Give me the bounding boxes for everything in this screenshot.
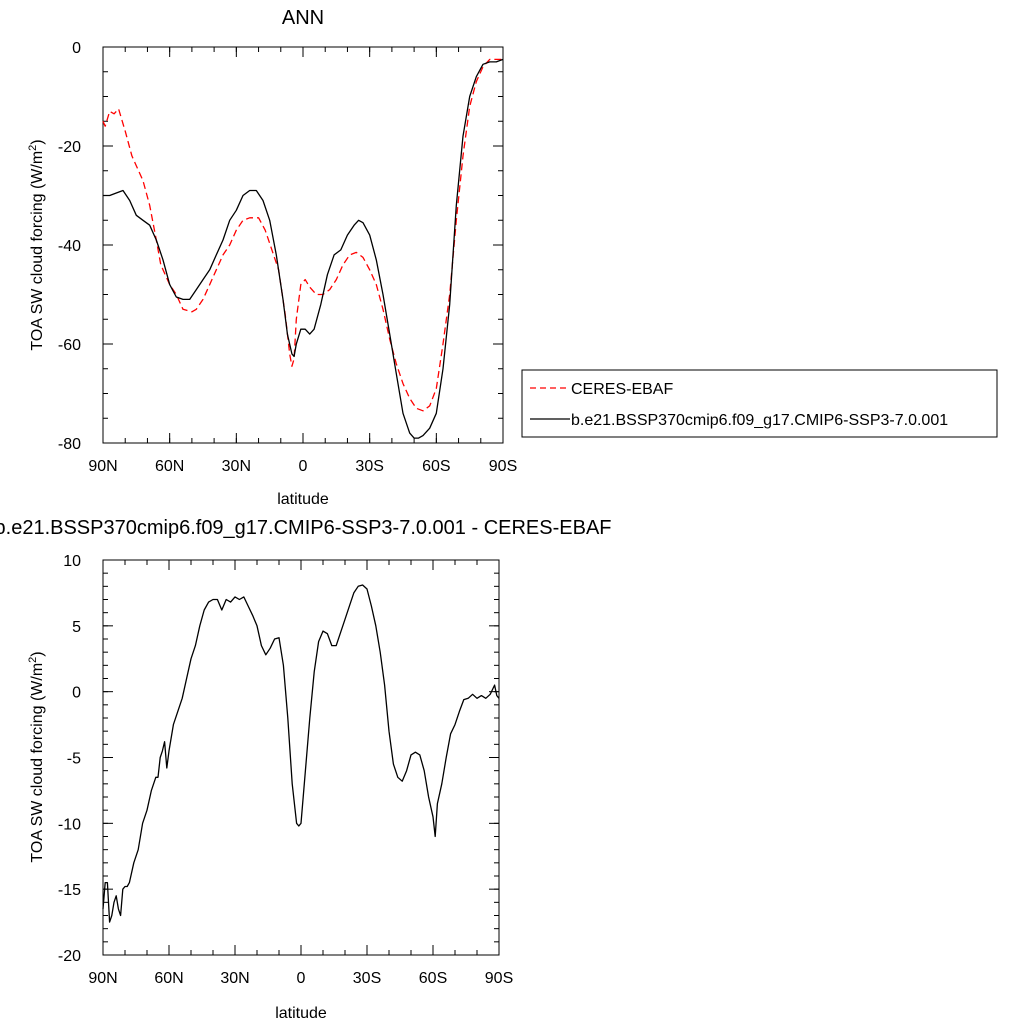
y-tick-label: 0 <box>72 40 81 57</box>
legend-entry-ceres-ebaf: CERES-EBAF <box>571 381 673 398</box>
x-tick-label: 60S <box>422 458 450 475</box>
top-panel-y-axis-label: TOA SW cloud forcing (W/m2) <box>27 139 46 350</box>
top-panel-plot-frame <box>102 46 504 444</box>
series-line-0 <box>102 584 500 923</box>
legend-box <box>521 369 998 438</box>
x-tick-label: 60N <box>155 458 184 475</box>
legend-entry-model: b.e21.BSSP370cmip6.f09_g17.CMIP6-SSP3-7.… <box>571 412 948 429</box>
y-tick-label: -10 <box>58 816 81 833</box>
series-line-0 <box>102 58 503 412</box>
x-tick-label: 90S <box>489 458 517 475</box>
y-tick-label: -5 <box>67 751 81 768</box>
bottom-panel-y-axis-label: TOA SW cloud forcing (W/m2) <box>27 651 46 862</box>
y-tick-label: -20 <box>58 139 81 156</box>
bottom-panel: b.e21.BSSP370cmip6.f09_g17.CMIP6-SSP3-7.… <box>0 517 611 1022</box>
bottom-panel-axes: 90N 60N 30N 0 30S 60S 90S 10 5 0 -5 -10 -15 -20 <box>58 553 513 987</box>
legend: CERES-EBAF b.e21.BSSP370cmip6.f09_g17.CM… <box>521 369 998 438</box>
y-tick-label: -60 <box>58 337 81 354</box>
top-panel-x-axis-label: latitude <box>277 491 329 508</box>
bottom-panel-plot-frame <box>102 559 500 956</box>
top-panel: ANN 90N 60N 30N 0 30S 60S 90S 0 -20 -40 -60 -80 lat… <box>27 7 517 508</box>
x-tick-label: 30N <box>220 970 249 987</box>
top-panel-title: ANN <box>282 7 324 29</box>
x-tick-label: 30S <box>353 970 381 987</box>
y-tick-label: -40 <box>58 238 81 255</box>
x-tick-label: 60N <box>154 970 183 987</box>
bottom-panel-series <box>102 584 500 923</box>
y-tick-label: 10 <box>63 553 81 570</box>
y-tick-label: -15 <box>58 882 81 899</box>
bottom-panel-x-axis-label: latitude <box>275 1005 327 1022</box>
x-tick-label: 30N <box>222 458 251 475</box>
x-tick-label: 90N <box>88 970 117 987</box>
x-tick-label: 0 <box>299 458 308 475</box>
top-panel-axes: 90N 60N 30N 0 30S 60S 90S 0 -20 -40 -60 -80 <box>58 40 517 475</box>
x-tick-label: 30S <box>355 458 383 475</box>
x-tick-label: 90N <box>88 458 117 475</box>
y-tick-label: 5 <box>72 619 81 636</box>
x-tick-label: 0 <box>297 970 306 987</box>
bottom-panel-title: b.e21.BSSP370cmip6.f09_g17.CMIP6-SSP3-7.… <box>0 517 611 539</box>
x-tick-label: 60S <box>419 970 447 987</box>
y-tick-label: -20 <box>58 948 81 965</box>
series-line-1 <box>103 58 504 439</box>
y-tick-label: 0 <box>72 685 81 702</box>
x-tick-label: 90S <box>485 970 513 987</box>
top-panel-series <box>102 58 504 439</box>
y-tick-label: -80 <box>58 436 81 453</box>
